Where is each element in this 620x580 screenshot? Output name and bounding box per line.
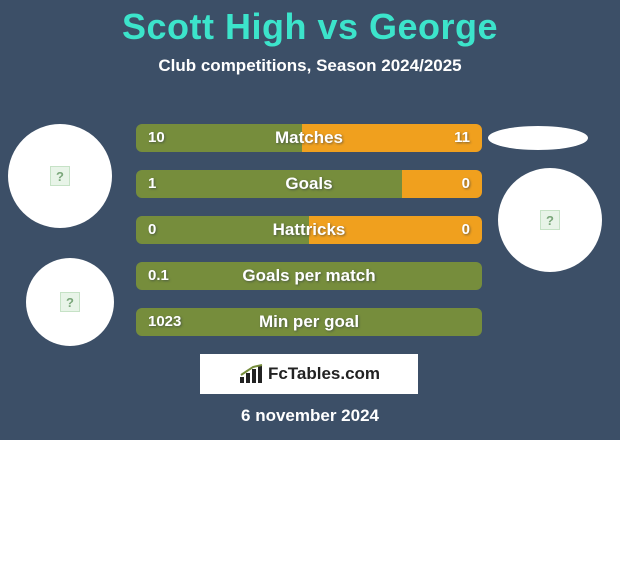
comparison-panel: Scott High vs George Club competitions, … — [0, 0, 620, 440]
fctables-logo-icon — [238, 364, 266, 384]
player-right-badge — [488, 126, 588, 150]
bar-segment-left — [136, 124, 302, 152]
bar-segment-left — [136, 170, 402, 198]
brand-text: FcTables.com — [268, 364, 380, 384]
comparison-bars: Matches1011 Goals10 Hattricks00 Goals per m… — [136, 124, 482, 354]
bar-segment-right — [302, 124, 482, 152]
bar-segment-right — [309, 216, 482, 244]
bar-row: Hattricks00 — [136, 216, 482, 244]
bar-row: Matches1011 — [136, 124, 482, 152]
placeholder-icon: ? — [50, 166, 70, 186]
bar-row: Min per goal1023 — [136, 308, 482, 336]
player-right-avatar-1: ? — [498, 168, 602, 272]
bar-row: Goals per match0.1 — [136, 262, 482, 290]
player-left-avatar-1: ? — [8, 124, 112, 228]
page-title: Scott High vs George — [0, 0, 620, 48]
bar-segment-right — [402, 170, 482, 198]
placeholder-icon: ? — [540, 210, 560, 230]
bar-row: Goals10 — [136, 170, 482, 198]
bar-segment-left — [136, 262, 482, 290]
bar-segment-left — [136, 308, 482, 336]
page-subtitle: Club competitions, Season 2024/2025 — [0, 56, 620, 76]
player-left-avatar-2: ? — [26, 258, 114, 346]
brand-box: FcTables.com — [200, 354, 418, 394]
placeholder-icon: ? — [60, 292, 80, 312]
bar-segment-left — [136, 216, 309, 244]
date-text: 6 november 2024 — [0, 406, 620, 426]
